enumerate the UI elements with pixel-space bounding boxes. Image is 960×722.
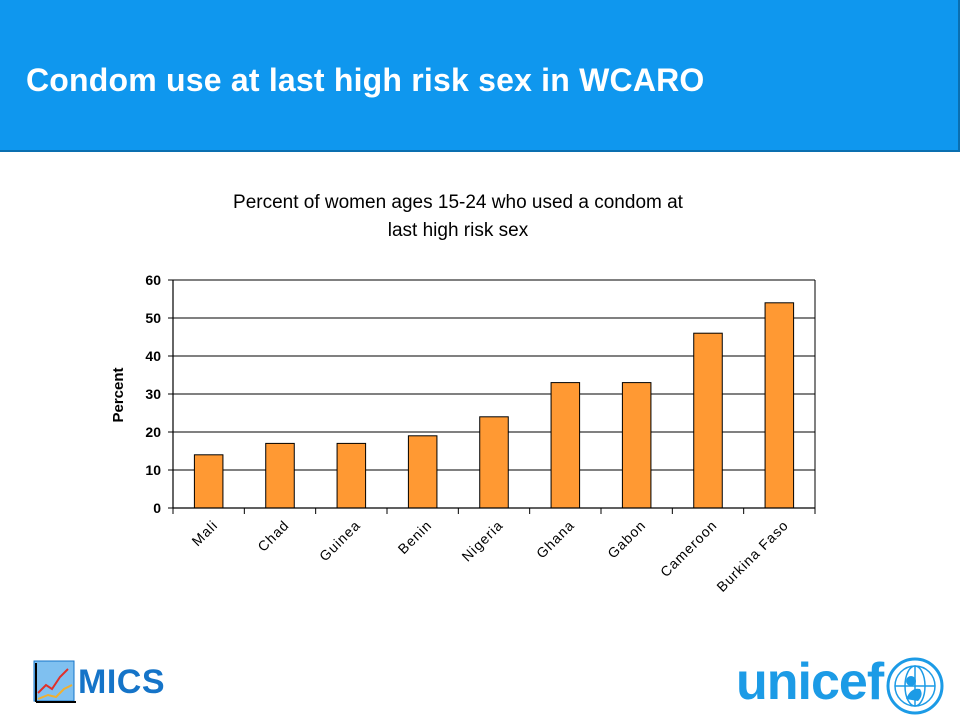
x-tick-label: Guinea [316,517,363,564]
bar-benin [407,435,438,509]
y-tick-label: 50 [145,310,161,326]
y-tick-label: 40 [145,348,161,364]
bars [193,302,795,509]
x-tick-label: Nigeria [458,517,506,565]
unicef-emblem-icon [884,655,946,717]
mics-chart-icon [33,660,76,703]
y-tick-label: 30 [145,386,161,402]
bar-mali [193,454,224,509]
y-axis-label: Percent [110,367,127,422]
x-tick-label: Ghana [533,517,578,562]
bar-burkina-faso [764,302,795,509]
title-banner: Condom use at last high risk sex in WCAR… [0,0,960,152]
bar-chad [265,442,295,509]
y-tick-label: 0 [153,500,161,516]
mics-logo-text: MICS [78,663,165,701]
x-tick-label: Gabon [604,517,649,562]
x-tick-label: Burkina Faso [713,517,791,595]
x-tick-label: Mali [188,517,220,549]
unicef-logo-text: unicef [736,653,884,711]
chart-title-line2: last high risk sex [388,220,529,241]
x-tick-label: Cameroon [657,517,720,580]
bar-gabon [621,382,652,509]
bar-ghana [550,382,581,509]
bar-guinea [336,442,367,509]
x-tick-label: Chad [254,517,292,555]
y-tick-label: 20 [145,424,161,440]
chart-title-line1: Percent of women ages 15-24 who used a c… [233,192,684,213]
chart-area: Percent of women ages 15-24 who used a c… [0,170,960,640]
y-tick-label: 60 [145,272,161,288]
bar-chart: Percent of women ages 15-24 who used a c… [110,192,816,595]
bar-cameroon [693,332,723,509]
slide-title: Condom use at last high risk sex in WCAR… [26,62,705,98]
mics-logo [30,655,180,710]
y-tick-label: 10 [145,462,161,478]
bar-nigeria [479,416,509,509]
x-tick-label: Benin [395,517,435,557]
